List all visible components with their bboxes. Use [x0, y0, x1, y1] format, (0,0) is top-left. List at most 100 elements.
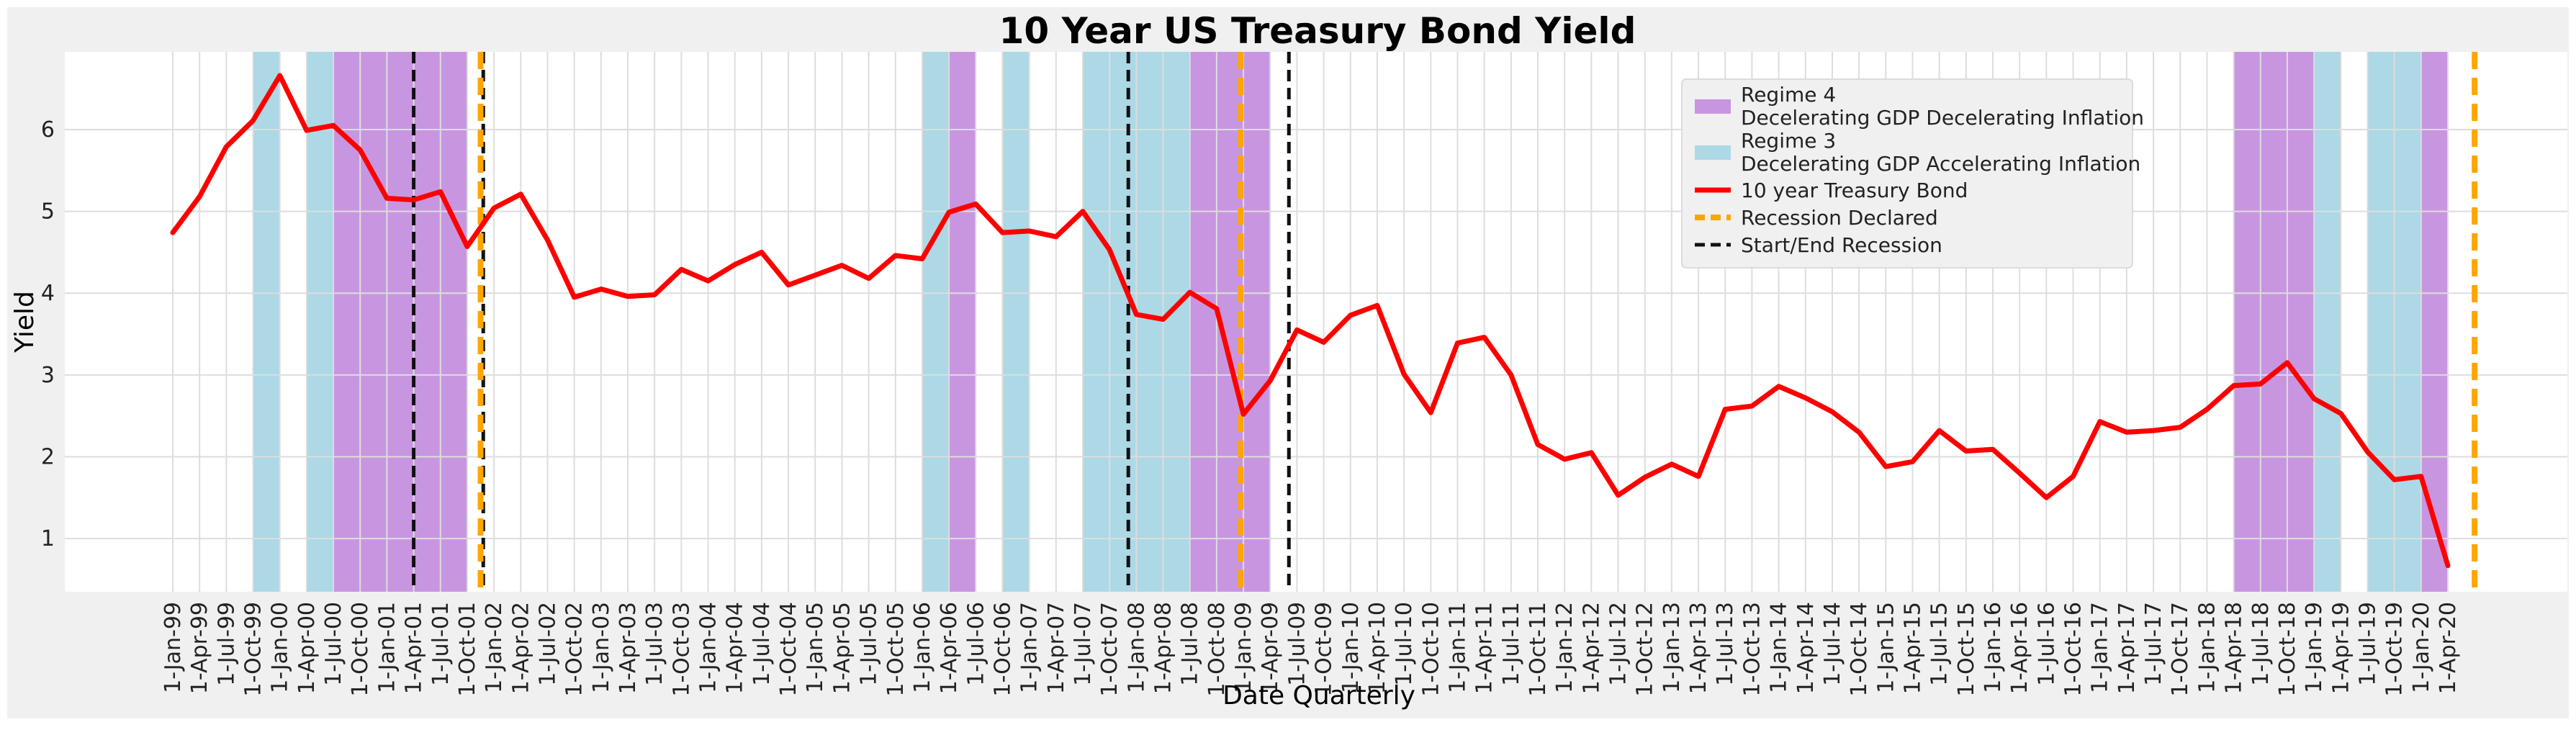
data-point — [465, 244, 469, 248]
data-point — [2392, 477, 2397, 482]
x-tick-label: 1-Apr-02 — [508, 602, 533, 694]
x-tick-label: 1-Oct-19 — [2382, 602, 2408, 697]
x-tick-label: 1-Oct-04 — [776, 602, 801, 697]
regime-band-regime4-2 — [333, 52, 467, 592]
data-point — [1215, 307, 1219, 311]
series-lines — [170, 73, 2451, 569]
data-point — [1241, 412, 1246, 416]
x-tick-label: 1-Jan-01 — [374, 602, 400, 693]
x-tick-label: 1-Apr-10 — [1365, 602, 1390, 694]
x-tick-label: 1-Oct-18 — [2275, 602, 2300, 697]
x-tick-label: 1-Jan-05 — [803, 602, 828, 693]
x-tick-label: 1-Oct-00 — [348, 602, 373, 697]
x-tick-label: 1-Apr-12 — [1579, 602, 1604, 694]
data-point — [1562, 457, 1567, 461]
x-tick-label: 1-Jul-00 — [321, 602, 346, 686]
x-tick-label: 1-Jul-99 — [214, 602, 239, 686]
data-point — [2125, 430, 2129, 434]
legend-box — [1681, 78, 2133, 269]
data-point — [1670, 462, 1674, 466]
y-tick-label: 2 — [41, 445, 55, 470]
x-tick-label: 1-Apr-03 — [616, 602, 641, 694]
data-point — [305, 128, 309, 132]
x-tick-label: 1-Oct-05 — [883, 602, 909, 697]
x-tick-label: 1-Jul-18 — [2248, 602, 2274, 686]
x-tick-label: 1-Jul-06 — [963, 602, 988, 686]
x-tick-label: 1-Jul-17 — [2141, 602, 2166, 686]
legend-label-regime-3: Regime 3 — [1741, 129, 1836, 153]
regime-band-regime4-8 — [2233, 52, 2315, 592]
data-point — [1107, 248, 1112, 252]
data-point — [1589, 451, 1593, 455]
data-point — [1402, 372, 1406, 376]
x-tick-label: 1-Jan-15 — [1873, 602, 1899, 693]
data-point — [545, 238, 549, 242]
y-tick-label: 6 — [41, 117, 55, 143]
x-tick-label: 1-Apr-20 — [2436, 602, 2461, 694]
data-point — [2178, 425, 2182, 430]
x-tick-label: 1-Jul-09 — [1284, 602, 1310, 686]
x-tick-label: 1-Jul-15 — [1927, 602, 1953, 686]
x-tick-label: 1-Apr-11 — [1472, 602, 1498, 694]
data-point — [492, 206, 496, 210]
data-point — [1348, 313, 1353, 317]
x-tick-label: 1-Jan-18 — [2194, 602, 2220, 693]
chart-figure: 1-Jan-99 1-Apr-99 1-Jul-99 1-Oct-99 1-Jan-00… — [7, 7, 2569, 718]
data-point — [2446, 564, 2450, 568]
data-point — [1455, 341, 1459, 346]
data-point — [2071, 474, 2076, 479]
y-tick-label: 4 — [41, 281, 55, 306]
y-tick-label: 1 — [41, 526, 55, 551]
data-point — [1910, 459, 1914, 464]
data-point — [947, 210, 951, 215]
data-point — [893, 253, 898, 258]
x-tick-label: 1-Apr-18 — [2222, 602, 2247, 694]
data-point — [2365, 450, 2369, 454]
x-tick-label: 1-Jul-08 — [1178, 602, 1203, 686]
x-tick-label: 1-Jan-13 — [1659, 602, 1685, 693]
chart-title: 10 Year US Treasury Bond Yield — [999, 10, 1636, 52]
data-point — [867, 276, 871, 281]
x-tick-label: 1-Apr-06 — [937, 602, 962, 694]
x-tick-label: 1-Oct-09 — [1312, 602, 1337, 697]
x-tick-label: 1-Jan-02 — [482, 602, 507, 693]
x-tick-label: 1-Jul-13 — [1713, 602, 1738, 686]
x-tick-label: 1-Apr-08 — [1151, 602, 1176, 694]
y-axis-label: Yield — [10, 291, 40, 353]
x-tick-label: 1-Jul-05 — [857, 602, 882, 686]
x-tick-label: 1-Oct-15 — [1954, 602, 1979, 697]
data-point — [1536, 442, 1540, 446]
legend-label-recession-declared: Recession Declared — [1741, 206, 1938, 230]
x-tick-label: 1-Jan-09 — [1231, 602, 1256, 693]
x-tick-label: 1-Jan-12 — [1552, 602, 1577, 693]
x-tick-label: 1-Apr-13 — [1686, 602, 1711, 694]
data-point — [599, 287, 603, 292]
data-point — [1268, 379, 1272, 383]
data-point — [2205, 407, 2209, 412]
data-point — [1749, 404, 1754, 408]
legend-sublabel-regime-3: Decelerating GDP Accelerating Inflation — [1741, 152, 2140, 176]
x-tick-label: 1-Jul-11 — [1499, 602, 1524, 686]
x-tick-label: 1-Jan-03 — [589, 602, 614, 693]
x-tick-label: 1-Jan-08 — [1124, 602, 1149, 693]
data-point — [2017, 471, 2022, 475]
recession-lines — [412, 52, 2478, 592]
data-point — [1188, 290, 1192, 294]
x-tick-label: 1-Oct-16 — [2061, 602, 2086, 697]
data-point — [706, 279, 711, 283]
data-point — [572, 295, 577, 299]
x-tick-label: 1-Apr-17 — [2115, 602, 2140, 694]
x-tick-label: 1-Oct-02 — [562, 602, 587, 697]
x-tick-label: 1-Apr-00 — [294, 602, 320, 694]
data-point — [1134, 312, 1138, 317]
data-point — [224, 145, 228, 149]
data-point — [1482, 335, 1487, 340]
data-point — [358, 148, 362, 152]
y-tick-label: 3 — [41, 363, 55, 388]
x-tick-label: 1-Oct-08 — [1204, 602, 1230, 697]
legend-swatch-regime-4 — [1695, 99, 1731, 114]
data-point — [438, 189, 443, 194]
data-point — [1428, 410, 1433, 415]
x-tick-label: 1-Apr-16 — [2007, 602, 2032, 694]
data-point — [1161, 317, 1166, 322]
